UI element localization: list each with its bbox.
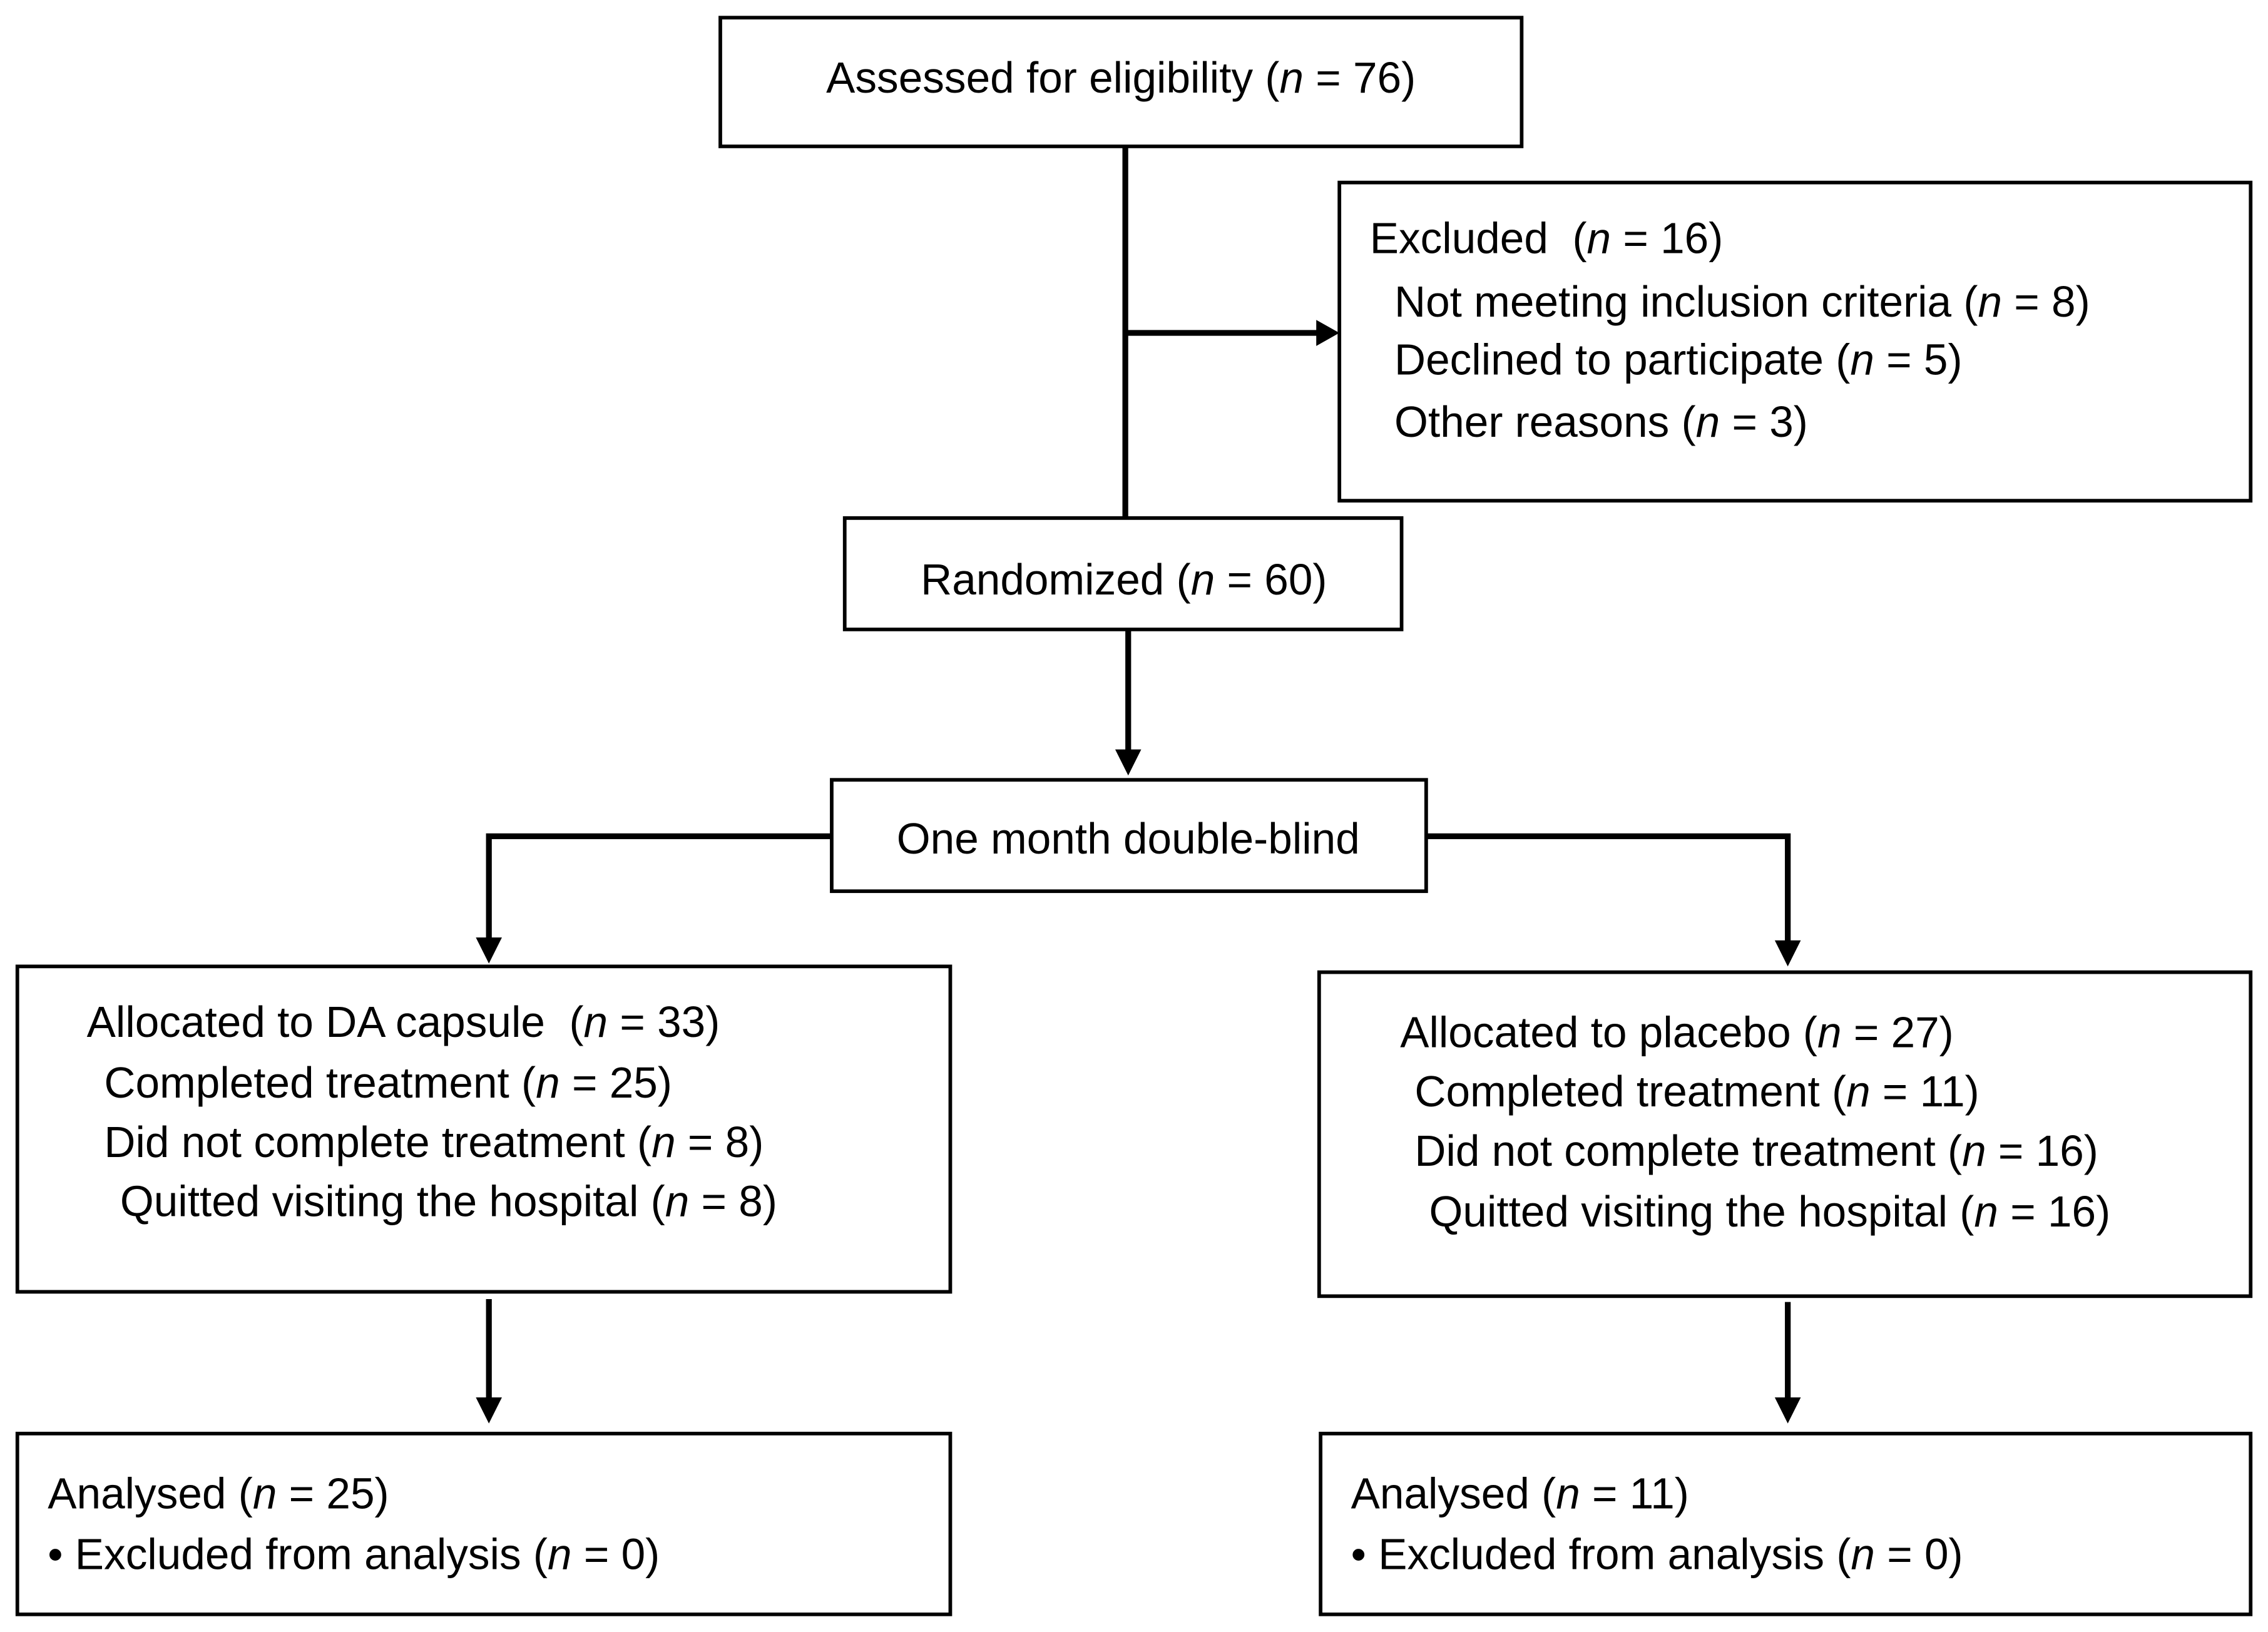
box [1317,970,2253,1298]
node-text: • Excluded from analysis (n = 0) [48,1530,660,1579]
arrowhead [1115,749,1142,776]
arrowhead [1316,320,1340,346]
node-text: Analysed (n = 11) [1351,1469,1689,1518]
node-text: Did not complete treatment (n = 8) [104,1118,764,1166]
box [842,516,1404,631]
node-text: Did not complete treatment (n = 16) [1414,1126,2098,1175]
node-text: Completed treatment (n = 25) [104,1059,672,1108]
node-text: Other reasons (n = 3) [1394,397,1808,446]
node-text: Declined to participate (n = 5) [1394,335,1963,384]
arrowhead [476,1397,502,1424]
arrowhead [1774,940,1801,967]
box [1337,180,2253,503]
node-text: Allocated to DA capsule (n = 33) [87,997,720,1046]
box [1319,1432,2253,1616]
node-text: Randomized (n = 60) [921,555,1327,604]
connector [1426,833,1791,944]
node-text: Completed treatment (n = 11) [1414,1067,1979,1116]
node-text: Excluded (n = 16) [1370,214,1724,263]
node-text: Analysed (n = 25) [48,1469,389,1518]
arrowhead [1774,1397,1801,1424]
node-text: • Excluded from analysis (n = 0) [1351,1530,1963,1579]
connector [486,833,832,941]
node-text: Assessed for eligibility (n = 76) [826,53,1416,102]
node-text: Quitted visiting the hospital (n = 8) [120,1177,777,1226]
node-text: Allocated to placebo (n = 27) [1400,1008,1954,1057]
box [830,778,1428,894]
node-text: Quitted visiting the hospital (n = 16) [1429,1187,2110,1236]
box [15,1432,953,1616]
box [15,964,953,1294]
arrowhead [476,937,502,964]
node-text: One month double-blind [897,814,1360,863]
node-text: Not meeting inclusion criteria (n = 8) [1394,277,2090,326]
box [718,16,1524,148]
